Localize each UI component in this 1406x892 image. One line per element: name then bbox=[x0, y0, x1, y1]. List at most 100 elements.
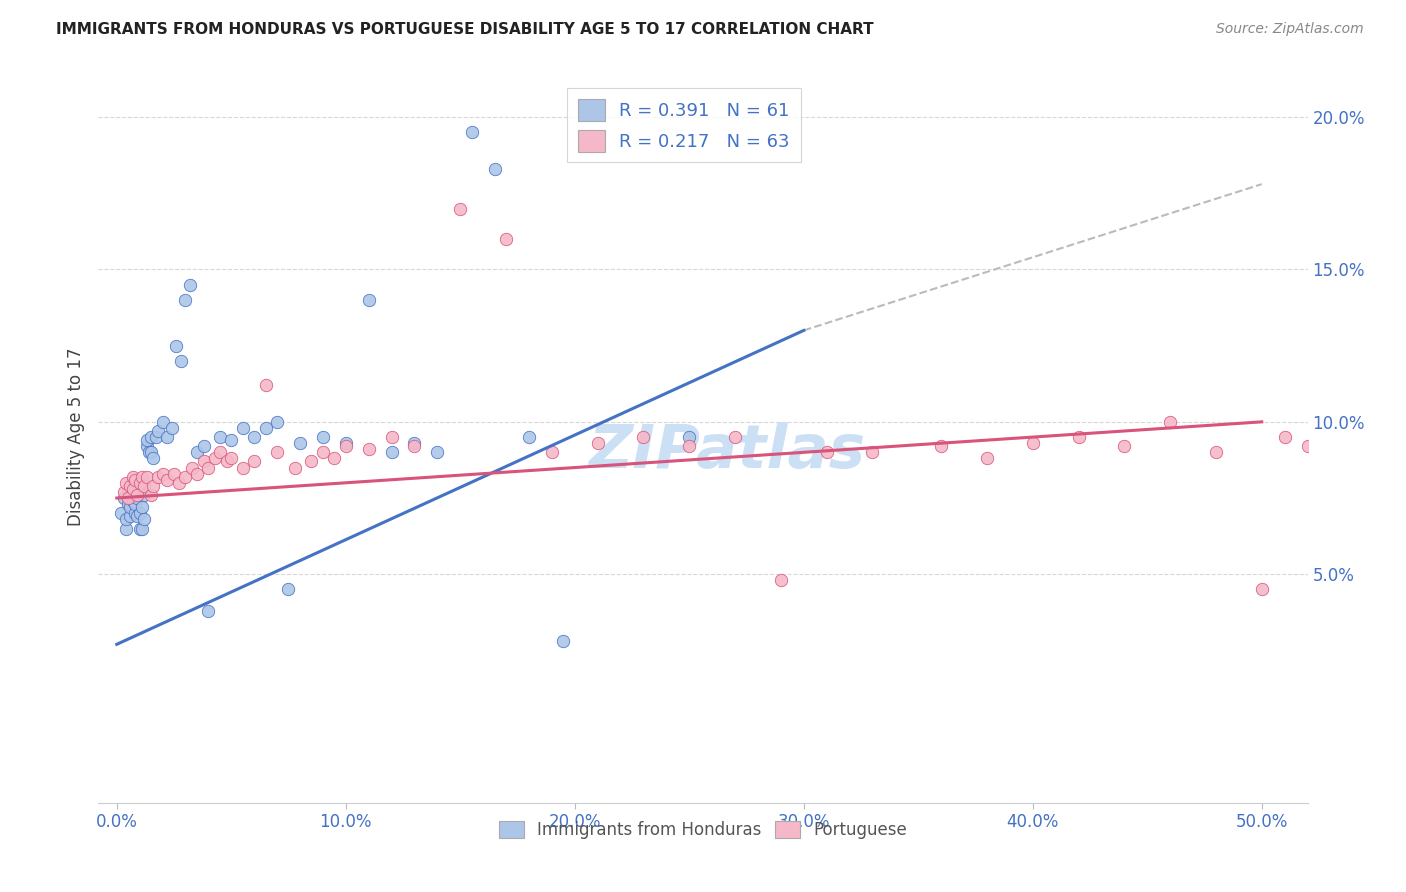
Legend: Immigrants from Honduras, Portuguese: Immigrants from Honduras, Portuguese bbox=[492, 814, 914, 846]
Point bbox=[128, 475, 150, 490]
Point bbox=[124, 497, 146, 511]
Point bbox=[131, 521, 153, 535]
Point bbox=[208, 445, 231, 459]
Point bbox=[277, 582, 299, 597]
Point bbox=[633, 430, 655, 444]
Point bbox=[484, 161, 506, 176]
Point bbox=[117, 497, 139, 511]
Point bbox=[170, 354, 193, 368]
Point bbox=[121, 494, 143, 508]
Point bbox=[112, 491, 135, 505]
Point bbox=[163, 467, 186, 481]
Point bbox=[929, 439, 952, 453]
Point bbox=[243, 430, 266, 444]
Point bbox=[426, 445, 449, 459]
Point bbox=[139, 488, 162, 502]
Point bbox=[243, 454, 266, 468]
Point bbox=[115, 512, 138, 526]
Point bbox=[288, 436, 311, 450]
Y-axis label: Disability Age 5 to 17: Disability Age 5 to 17 bbox=[67, 348, 86, 526]
Point bbox=[120, 509, 142, 524]
Text: IMMIGRANTS FROM HONDURAS VS PORTUGUESE DISABILITY AGE 5 TO 17 CORRELATION CHART: IMMIGRANTS FROM HONDURAS VS PORTUGUESE D… bbox=[56, 22, 875, 37]
Point bbox=[135, 439, 157, 453]
Point bbox=[127, 509, 149, 524]
Point bbox=[404, 436, 426, 450]
Text: ZIPatlas: ZIPatlas bbox=[589, 422, 866, 481]
Point bbox=[862, 445, 884, 459]
Point bbox=[1250, 582, 1272, 597]
Point bbox=[1343, 445, 1365, 459]
Point bbox=[208, 430, 231, 444]
Point bbox=[152, 467, 174, 481]
Point bbox=[540, 445, 562, 459]
Point bbox=[174, 293, 197, 307]
Point bbox=[135, 433, 157, 447]
Point bbox=[1296, 439, 1319, 453]
Point bbox=[115, 521, 138, 535]
Point bbox=[323, 451, 346, 466]
Point bbox=[449, 202, 471, 216]
Point bbox=[124, 482, 146, 496]
Point bbox=[142, 451, 165, 466]
Point bbox=[312, 430, 335, 444]
Point bbox=[138, 445, 160, 459]
Point bbox=[495, 232, 517, 246]
Point bbox=[769, 574, 792, 588]
Point bbox=[215, 454, 238, 468]
Point bbox=[586, 436, 609, 450]
Point bbox=[193, 454, 215, 468]
Point bbox=[146, 424, 169, 438]
Point bbox=[135, 469, 157, 483]
Point bbox=[134, 479, 156, 493]
Point bbox=[186, 467, 208, 481]
Point bbox=[204, 451, 226, 466]
Point bbox=[678, 439, 700, 453]
Point bbox=[124, 506, 146, 520]
Point bbox=[460, 125, 482, 139]
Point bbox=[142, 479, 165, 493]
Point bbox=[678, 430, 700, 444]
Point bbox=[120, 479, 142, 493]
Point bbox=[145, 430, 167, 444]
Point bbox=[815, 445, 838, 459]
Point bbox=[112, 485, 135, 500]
Point bbox=[139, 430, 162, 444]
Point bbox=[120, 491, 142, 505]
Point bbox=[127, 488, 149, 502]
Point bbox=[117, 482, 139, 496]
Point bbox=[121, 488, 143, 502]
Point bbox=[146, 469, 169, 483]
Point bbox=[131, 469, 153, 483]
Point bbox=[335, 439, 357, 453]
Point bbox=[254, 421, 277, 435]
Point bbox=[1365, 561, 1388, 575]
Point bbox=[197, 604, 219, 618]
Point bbox=[357, 293, 380, 307]
Point bbox=[121, 469, 143, 483]
Point bbox=[284, 460, 307, 475]
Point bbox=[115, 475, 138, 490]
Point bbox=[404, 439, 426, 453]
Point bbox=[121, 482, 143, 496]
Point bbox=[380, 445, 402, 459]
Point bbox=[1274, 430, 1296, 444]
Point bbox=[156, 430, 179, 444]
Point bbox=[266, 415, 288, 429]
Point bbox=[335, 436, 357, 450]
Point bbox=[1067, 430, 1090, 444]
Point bbox=[299, 454, 322, 468]
Point bbox=[197, 460, 219, 475]
Point bbox=[167, 475, 190, 490]
Point bbox=[128, 506, 150, 520]
Point bbox=[1114, 439, 1136, 453]
Point bbox=[1205, 445, 1227, 459]
Point bbox=[117, 491, 139, 505]
Point bbox=[724, 430, 747, 444]
Point bbox=[186, 445, 208, 459]
Point bbox=[121, 482, 143, 496]
Point bbox=[1022, 436, 1045, 450]
Point bbox=[232, 460, 254, 475]
Point bbox=[254, 378, 277, 392]
Point bbox=[380, 430, 402, 444]
Point bbox=[128, 485, 150, 500]
